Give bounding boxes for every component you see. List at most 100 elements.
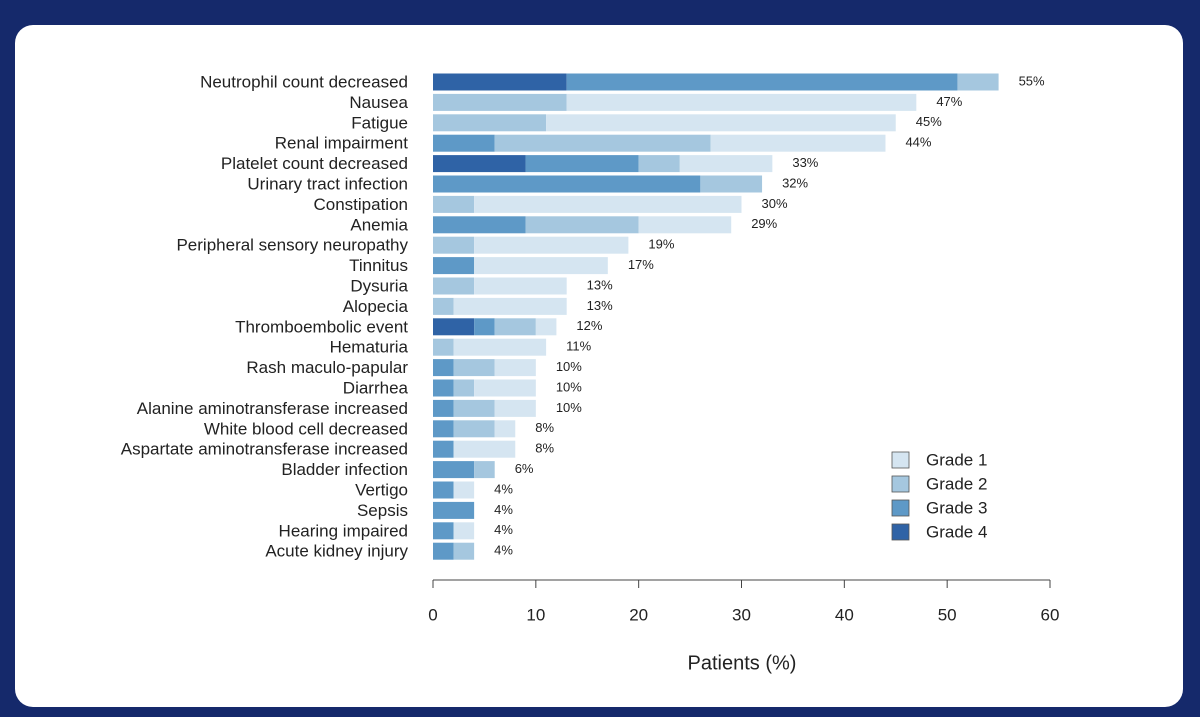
bar-segment <box>494 359 536 377</box>
bar-segment <box>433 195 475 213</box>
bar-segment <box>566 73 958 91</box>
x-axis-label: Patients (%) <box>688 652 797 674</box>
bar-segment <box>453 542 475 560</box>
legend-label: Grade 2 <box>926 474 987 493</box>
y-tick-label: Hearing impaired <box>279 521 408 540</box>
bar-segment <box>453 297 567 315</box>
total-label: 45% <box>916 114 942 129</box>
legend-swatch <box>891 499 910 517</box>
bar-segment <box>433 481 454 499</box>
bar-segment <box>433 501 475 519</box>
bar-segment <box>433 379 454 397</box>
y-tick-label: Rash maculo-papular <box>246 358 408 377</box>
y-tick-label: Bladder infection <box>281 460 408 479</box>
y-tick-label: Peripheral sensory neuropathy <box>176 236 408 255</box>
bar-segment <box>433 461 475 479</box>
bar-segment <box>710 134 886 152</box>
bar-segment <box>525 216 639 234</box>
y-tick-label: Diarrhea <box>343 378 409 397</box>
bar-segment <box>433 399 454 417</box>
total-label: 10% <box>556 359 582 374</box>
y-tick-label: Thromboembolic event <box>235 317 408 336</box>
total-label: 13% <box>587 277 613 292</box>
bar-segment <box>474 257 608 275</box>
bar-segment <box>433 114 547 132</box>
bar-segment <box>494 134 711 152</box>
bar-segment <box>638 155 680 173</box>
bar-segment <box>453 481 475 499</box>
legend-label: Grade 1 <box>926 450 987 469</box>
legend-label: Grade 3 <box>926 498 987 517</box>
y-tick-label: Sepsis <box>357 501 408 520</box>
bar-segment <box>453 420 495 438</box>
y-tick-label: Aspartate aminotransferase increased <box>121 440 408 459</box>
bar-segment <box>494 399 536 417</box>
legend-swatch <box>891 523 910 541</box>
y-tick-label: Neutrophil count decreased <box>200 72 408 91</box>
bar-segment <box>433 257 475 275</box>
total-label: 30% <box>762 196 788 211</box>
bar-segment <box>453 379 475 397</box>
total-label: 10% <box>556 379 582 394</box>
bar-segment <box>433 277 475 295</box>
total-label: 6% <box>515 461 534 476</box>
total-label: 10% <box>556 400 582 415</box>
y-tick-label: Nausea <box>349 93 408 112</box>
bar-segment <box>474 277 567 295</box>
total-label: 44% <box>905 135 931 150</box>
total-label: 13% <box>587 298 613 313</box>
total-label: 17% <box>628 257 654 272</box>
bar-segment <box>700 175 763 193</box>
total-label: 8% <box>535 420 554 435</box>
total-label: 4% <box>494 543 513 558</box>
y-tick-label: Renal impairment <box>275 134 408 153</box>
y-tick-label: Platelet count decreased <box>221 154 408 173</box>
bar-segment <box>433 236 475 254</box>
y-tick-label: Fatigue <box>351 113 408 132</box>
legend-label: Grade 4 <box>926 522 987 541</box>
bar-segment <box>474 461 495 479</box>
bar-segment <box>453 440 516 458</box>
total-label: 4% <box>494 522 513 537</box>
bar-segment <box>453 399 495 417</box>
y-tick-label: Alanine aminotransferase increased <box>137 399 408 418</box>
bar-segment <box>433 359 454 377</box>
bar-segment <box>433 134 495 152</box>
x-tick-label: 0 <box>428 605 437 624</box>
total-label: 33% <box>792 155 818 170</box>
bar-segment <box>494 318 536 336</box>
y-tick-label: Constipation <box>313 195 408 214</box>
total-label: 11% <box>566 339 591 354</box>
total-label: 47% <box>936 94 962 109</box>
y-tick-label: Urinary tract infection <box>247 174 408 193</box>
total-label: 4% <box>494 502 513 517</box>
x-tick-label: 60 <box>1041 605 1060 624</box>
y-tick-label: Acute kidney injury <box>265 542 408 561</box>
bar-segment <box>433 216 526 234</box>
x-tick-label: 40 <box>835 605 854 624</box>
legend-swatch <box>891 475 910 493</box>
total-label: 12% <box>576 318 602 333</box>
bar-segment <box>433 155 526 173</box>
bar-segment <box>453 522 475 540</box>
bar-segment <box>638 216 732 234</box>
y-tick-label: Hematuria <box>330 338 409 357</box>
y-tick-label: Anemia <box>350 215 408 234</box>
total-label: 19% <box>648 237 674 252</box>
bar-segment <box>566 93 917 111</box>
bar-segment <box>453 359 495 377</box>
x-tick-label: 30 <box>732 605 751 624</box>
bar-segment <box>433 522 454 540</box>
x-tick-label: 10 <box>526 605 545 624</box>
total-label: 55% <box>1019 73 1045 88</box>
bar-segment <box>433 297 454 315</box>
bar-segment <box>433 542 454 560</box>
bar-segment <box>957 73 999 91</box>
total-label: 8% <box>535 441 554 456</box>
bar-segment <box>433 175 701 193</box>
y-tick-label: Dysuria <box>350 276 408 295</box>
total-label: 29% <box>751 216 777 231</box>
bar-segment <box>474 236 629 254</box>
y-tick-label: White blood cell decreased <box>204 419 408 438</box>
